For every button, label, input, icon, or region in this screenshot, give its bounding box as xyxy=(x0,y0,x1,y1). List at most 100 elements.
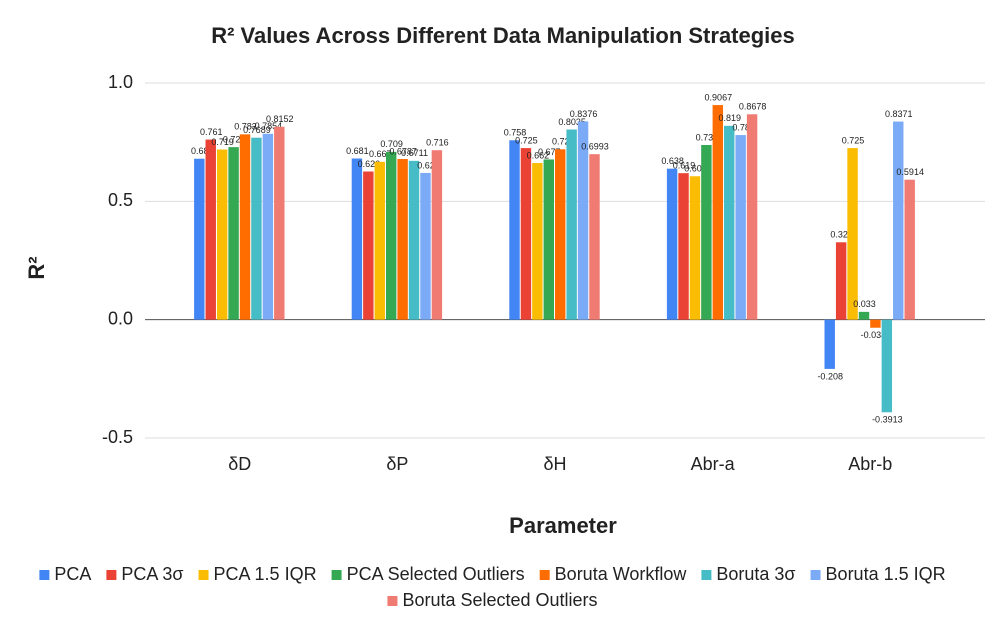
value-label: -0.3913 xyxy=(872,415,903,425)
y-tick-label: -0.5 xyxy=(102,427,133,447)
value-label: 0.626 xyxy=(358,159,381,169)
bar xyxy=(194,158,205,320)
bar xyxy=(520,148,532,320)
value-label: 0.758 xyxy=(504,128,527,138)
x-tick-label: Abr-b xyxy=(848,454,892,474)
value-label: 0.6787 xyxy=(389,146,417,156)
bar xyxy=(274,126,285,320)
bar xyxy=(363,171,374,320)
legend-swatch xyxy=(539,570,550,580)
bar xyxy=(216,149,228,320)
value-label: 0.638 xyxy=(661,156,684,166)
bar xyxy=(408,160,420,320)
bar xyxy=(712,105,724,320)
bar xyxy=(555,149,566,320)
value-label: 0.725 xyxy=(842,135,865,145)
x-axis-title: Parameter xyxy=(509,513,617,538)
legend-label: Boruta Workflow xyxy=(555,564,688,584)
bar xyxy=(509,140,520,320)
value-label: -0.0341 xyxy=(861,330,892,340)
bar xyxy=(251,137,262,320)
chart-title: R² Values Across Different Data Manipula… xyxy=(211,23,795,48)
value-label: 0.709 xyxy=(380,139,403,149)
bar xyxy=(205,139,216,320)
legend-label: PCA xyxy=(54,564,91,584)
x-tick-label: δH xyxy=(543,454,566,474)
legend-swatch xyxy=(387,596,398,606)
y-tick-label: 0.0 xyxy=(108,308,133,328)
bar xyxy=(385,151,397,320)
bar xyxy=(701,145,712,320)
value-label: 0.681 xyxy=(346,146,369,156)
value-label: -0.208 xyxy=(817,371,843,381)
legend-label: PCA 1.5 IQR xyxy=(214,564,317,584)
x-tick-label: δP xyxy=(386,454,408,474)
bar xyxy=(228,147,239,320)
value-label: 0.8035 xyxy=(558,117,586,127)
bar xyxy=(239,134,251,320)
bar xyxy=(689,176,701,320)
value-label: 0.327 xyxy=(830,230,853,240)
legend-swatch xyxy=(331,570,342,580)
legend-swatch xyxy=(106,570,117,580)
value-label: 0.662 xyxy=(527,150,550,160)
bar xyxy=(735,135,746,320)
value-label: 0.716 xyxy=(426,138,449,148)
value-label: 0.9067 xyxy=(705,92,733,102)
bar xyxy=(870,319,881,328)
bar xyxy=(566,129,577,320)
bar xyxy=(904,179,915,320)
bar xyxy=(881,319,893,413)
value-label: 0.6993 xyxy=(581,142,609,152)
value-label: 0.819 xyxy=(718,113,741,123)
legend-label: Boruta 3σ xyxy=(716,564,795,584)
value-label: 0.72 xyxy=(552,137,570,147)
value-label: 0.68 xyxy=(191,146,209,156)
bar xyxy=(893,121,904,320)
bar xyxy=(858,311,870,320)
value-label: 0.7854 xyxy=(255,121,283,131)
value-label: 0.761 xyxy=(200,127,223,137)
bar xyxy=(577,121,589,320)
value-label: 0.606 xyxy=(684,164,707,174)
value-label: 0.62 xyxy=(417,160,435,170)
value-label: 0.8371 xyxy=(885,109,913,119)
legend-label: Boruta 1.5 IQR xyxy=(826,564,946,584)
value-label: 0.5914 xyxy=(896,167,924,177)
bar xyxy=(724,125,735,320)
legend-label: Boruta Selected Outliers xyxy=(402,590,597,610)
bar xyxy=(666,168,678,320)
value-label: 0.619 xyxy=(673,161,696,171)
value-label: 0.033 xyxy=(853,299,876,309)
legend-swatch xyxy=(701,570,712,580)
value-label: 0.78 xyxy=(732,122,750,132)
value-label: 0.677 xyxy=(538,147,561,157)
value-label: 0.6711 xyxy=(401,148,428,158)
bar xyxy=(262,133,274,320)
bar xyxy=(589,154,600,320)
y-tick-label: 1.0 xyxy=(108,72,133,92)
legend-label: PCA Selected Outliers xyxy=(347,564,525,584)
legend-swatch xyxy=(810,570,821,580)
value-label: 0.783 xyxy=(234,122,257,132)
y-tick-label: 0.5 xyxy=(108,190,133,210)
value-label: 0.719 xyxy=(211,137,234,147)
bar xyxy=(431,150,443,320)
value-label: 0.8152 xyxy=(266,114,294,124)
value-label: 0.667 xyxy=(369,149,392,159)
value-label: 0.738 xyxy=(696,132,719,142)
bar xyxy=(397,159,408,320)
legend-swatch xyxy=(198,570,209,580)
bar xyxy=(532,162,543,320)
value-label: 0.7689 xyxy=(243,125,271,135)
y-axis-title: R² xyxy=(24,256,49,279)
bar xyxy=(351,158,363,320)
value-label: 0.8376 xyxy=(570,109,598,119)
value-label: 0.725 xyxy=(515,135,538,145)
legend-label: PCA 3σ xyxy=(121,564,183,584)
bar xyxy=(824,319,835,369)
bar xyxy=(847,148,858,320)
value-label: 0.729 xyxy=(223,135,246,145)
bar xyxy=(420,172,431,320)
